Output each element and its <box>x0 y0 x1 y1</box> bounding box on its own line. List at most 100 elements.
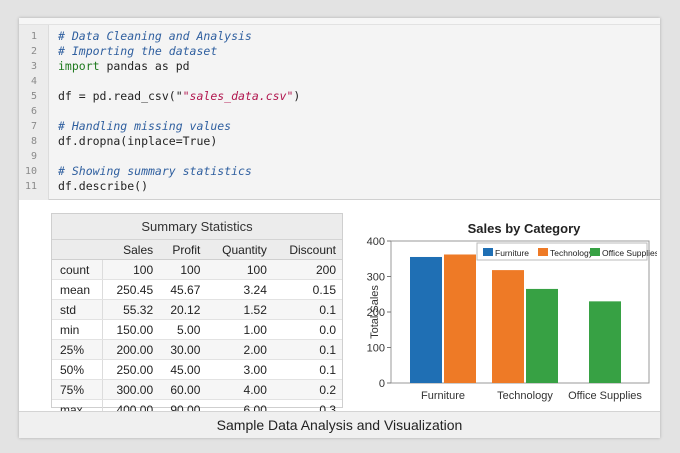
table-cell: 300.00 <box>102 379 160 400</box>
legend-label: Office Supplies <box>602 248 657 258</box>
y-axis-label: Total Sales <box>369 285 381 339</box>
figure-caption: Sample Data Analysis and Visualization <box>19 411 660 438</box>
line-number: 3 <box>30 61 37 72</box>
line-number-gutter: 1 2 3 4 5 6 7 8 9 10 11 <box>19 25 49 200</box>
table-cell: 20.12 <box>159 299 207 320</box>
row-label: std <box>52 299 104 320</box>
code-token: "sales_data.csv" <box>182 89 294 103</box>
table-cell: 100 <box>102 259 160 280</box>
app-window: 1 2 3 4 5 6 7 8 9 10 11 # Data Cleaning and Analys… <box>19 18 660 438</box>
bar-technology-technology <box>492 270 524 383</box>
table-cell: 5.00 <box>159 319 207 340</box>
code-token: pandas as pd <box>99 59 190 73</box>
line-number: 5 <box>30 91 37 102</box>
table-row: min 150.00 5.00 1.00 0.0 <box>52 319 342 340</box>
table-header-row: Sales Profit Quantity Discount <box>52 239 342 260</box>
code-token: df.describe() <box>58 179 149 193</box>
code-line[interactable]: # Importing the dataset <box>58 44 217 59</box>
line-number: 10 <box>24 166 37 177</box>
code-token: df.dropna(inplace=True) <box>58 134 218 148</box>
table-cell: 100 <box>159 259 207 280</box>
table-row: mean 250.45 45.67 3.24 0.15 <box>52 279 342 300</box>
summary-statistics-table: Summary Statistics Sales Profit Quantity Di… <box>51 213 343 420</box>
table-cell: 250.00 <box>102 359 160 380</box>
x-tick-label: Office Supplies <box>568 390 642 402</box>
bar-furniture-furniture <box>410 256 442 383</box>
column-header: Discount <box>272 239 342 260</box>
code-editor[interactable]: 1 2 3 4 5 6 7 8 9 10 11 # Data Cleaning and Analys… <box>19 25 660 200</box>
table-cell: 1.52 <box>206 299 273 320</box>
legend-swatch <box>483 248 493 256</box>
table-row: count 100 100 100 200 <box>52 259 342 280</box>
line-number: 7 <box>30 121 37 132</box>
sales-by-category-chart: Sales by Category 0 100 200 300 400 Total Sale… <box>347 201 657 416</box>
row-label: 25% <box>52 339 104 360</box>
table-cell: 200.00 <box>102 339 160 360</box>
code-line[interactable]: # Showing summary statistics <box>58 164 252 179</box>
code-token: # Showing summary statistics <box>58 164 252 178</box>
code-line[interactable]: import pandas as pd <box>58 59 190 74</box>
table-cell: 2.00 <box>206 339 273 360</box>
code-line[interactable]: df.describe() <box>58 179 148 194</box>
table-row: 25% 200.00 30.00 2.00 0.1 <box>52 339 342 360</box>
column-header: Sales <box>102 239 160 260</box>
table-cell: 3.00 <box>206 359 273 380</box>
line-number: 2 <box>30 46 37 57</box>
x-tick-label: Furniture <box>421 390 465 402</box>
line-number: 8 <box>30 136 37 147</box>
column-header: Quantity <box>206 239 273 260</box>
line-number: 1 <box>30 31 37 42</box>
line-number: 4 <box>30 76 37 87</box>
y-tick-label: 200 <box>367 307 385 319</box>
code-token: ) <box>293 89 301 103</box>
code-line[interactable]: df = pd.read_csv(""sales_data.csv") <box>58 89 300 104</box>
legend-swatch <box>590 248 600 256</box>
table-cell: 60.00 <box>159 379 207 400</box>
table-cell: 3.24 <box>206 279 273 300</box>
code-token: import <box>58 59 100 73</box>
row-label: mean <box>52 279 104 300</box>
bar-technology-office-supplies <box>526 288 558 383</box>
table-body: count 100 100 100 200 mean 250.45 45.67 3.24 0.15… <box>52 259 342 420</box>
y-tick-label: 0 <box>379 378 385 390</box>
table-cell: 200 <box>272 259 342 280</box>
stats-table: Sales Profit Quantity Discount count 100 100 1… <box>52 239 342 420</box>
table-row: std 55.32 20.12 1.52 0.1 <box>52 299 342 320</box>
legend-swatch <box>538 248 548 256</box>
column-header <box>52 239 103 260</box>
code-line[interactable]: # Data Cleaning and Analysis <box>58 29 252 44</box>
row-label: 50% <box>52 359 104 380</box>
table-cell: 0.0 <box>272 319 342 340</box>
table-cell: 0.2 <box>272 379 342 400</box>
window-top-bar <box>19 18 660 25</box>
line-number: 6 <box>30 106 37 117</box>
y-tick-label: 400 <box>367 236 385 248</box>
code-line[interactable]: df.dropna(inplace=True) <box>58 134 217 149</box>
bar-furniture-technology <box>444 254 476 383</box>
row-label: min <box>52 319 104 340</box>
table-cell: 4.00 <box>206 379 273 400</box>
table-cell: 0.1 <box>272 339 342 360</box>
table-cell: 100 <box>206 259 273 280</box>
table-cell: 30.00 <box>159 339 207 360</box>
code-line[interactable]: # Handling missing values <box>58 119 231 134</box>
table-cell: 45.67 <box>159 279 207 300</box>
legend-label: Furniture <box>495 248 529 258</box>
bar-office-supplies-office-supplies <box>589 301 621 383</box>
table-cell: 250.45 <box>102 279 160 300</box>
column-header: Profit <box>159 239 207 260</box>
legend-box <box>476 242 648 261</box>
code-token: # Data Cleaning and Analysis <box>58 29 252 43</box>
row-label: 75% <box>52 379 104 400</box>
table-cell: 150.00 <box>102 319 160 340</box>
table-cell: 0.1 <box>272 359 342 380</box>
table-cell: 45.00 <box>159 359 207 380</box>
row-label: count <box>52 259 104 280</box>
x-tick-label: Technology <box>497 390 553 402</box>
table-cell: 1.00 <box>206 319 273 340</box>
table-cell: 0.15 <box>272 279 342 300</box>
y-tick-label: 300 <box>367 272 385 284</box>
bar-chart-svg: Sales by Category 0 100 200 300 400 Total Sale… <box>367 221 657 402</box>
table-cell: 55.32 <box>102 299 160 320</box>
table-row: 50% 250.00 45.00 3.00 0.1 <box>52 359 342 380</box>
